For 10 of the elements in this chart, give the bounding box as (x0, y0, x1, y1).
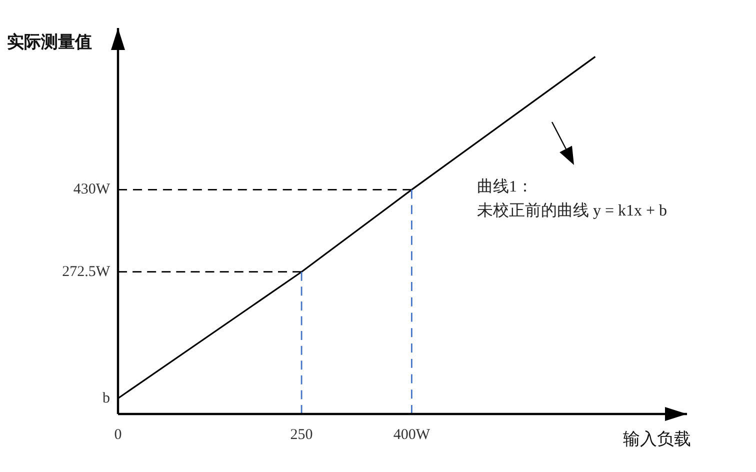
x-tick-label: 0 (114, 427, 122, 443)
y-tick-label: b (102, 390, 110, 406)
annotation: 未校正前的曲线 y = k1x + b (477, 202, 668, 220)
x-tick-label: 400W (393, 427, 431, 443)
y-axis-title: 实际测量值 (7, 32, 92, 52)
annotation: 曲线1： (477, 178, 533, 196)
y-tick-label: 272.5W (62, 264, 111, 280)
x-tick-label: 250 (290, 427, 313, 443)
x-axis-title: 输入负载 (623, 430, 691, 448)
y-tick-label: 430W (73, 182, 111, 198)
